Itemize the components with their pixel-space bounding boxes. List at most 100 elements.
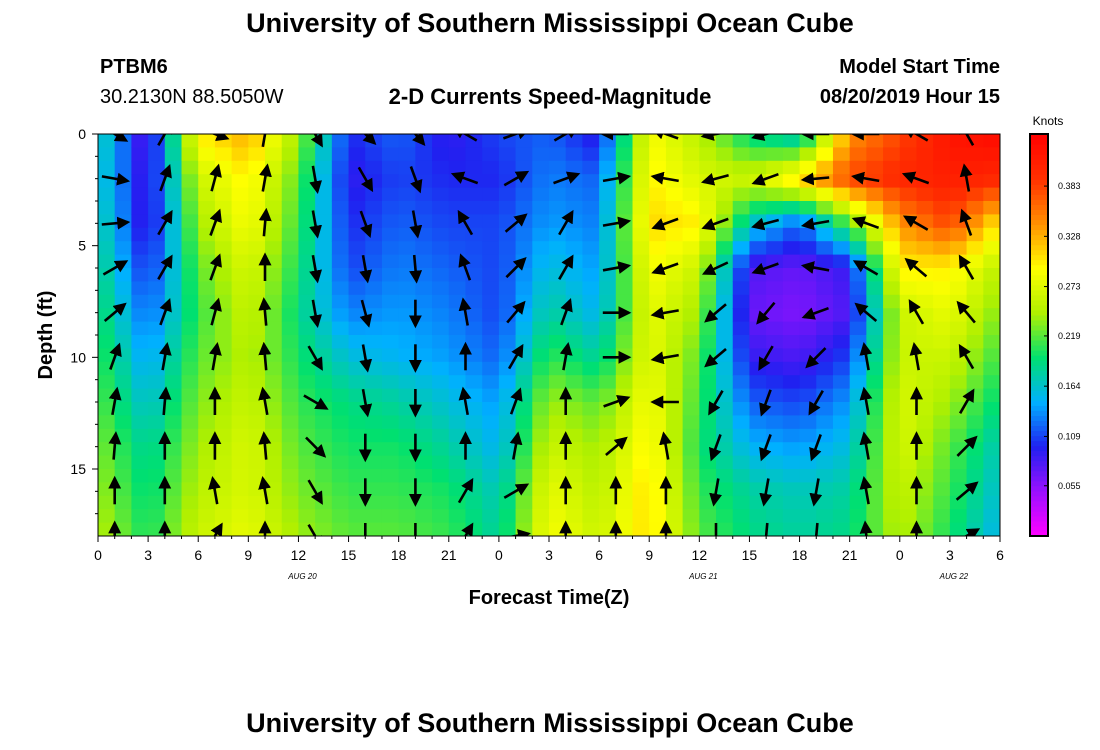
heatmap-cell (415, 348, 433, 363)
heatmap-cell (883, 268, 901, 282)
current-vector (1008, 258, 1025, 278)
heatmap-cell (766, 482, 784, 497)
heatmap-cell (398, 348, 416, 363)
heatmap-cell (549, 415, 567, 430)
heatmap-cell (148, 308, 166, 323)
heatmap-cell (515, 402, 533, 416)
heatmap-cell (248, 348, 266, 363)
heatmap-cell (983, 214, 1000, 229)
heatmap-cell (832, 509, 851, 524)
heatmap-cell (365, 241, 383, 256)
heatmap-cell (381, 509, 400, 524)
colorbar-segment (1030, 515, 1048, 522)
heatmap-cell (866, 160, 884, 175)
heatmap-cell (899, 348, 918, 363)
heatmap-cell (933, 428, 951, 443)
heatmap-cell (432, 227, 450, 242)
heatmap-cell (381, 522, 400, 536)
heatmap-cell (181, 428, 199, 443)
heatmap-cell (565, 147, 583, 162)
heatmap-cell (582, 321, 600, 336)
heatmap-cell (131, 469, 149, 483)
heatmap-cell (281, 361, 300, 376)
heatmap-cell (749, 522, 767, 536)
heatmap-cell (916, 294, 934, 309)
heatmap-cell (265, 268, 283, 282)
heatmap-cell (181, 442, 199, 457)
colorbar-unit-label: Knots (1033, 114, 1064, 128)
colorbar-segment (1030, 219, 1048, 226)
heatmap-cell (899, 469, 918, 483)
heatmap-cell (164, 201, 183, 215)
heatmap-cell (649, 268, 667, 282)
heatmap-cell (749, 281, 767, 296)
current-vector (901, 171, 930, 185)
heatmap-cell (198, 214, 216, 229)
heatmap-cell (498, 174, 517, 189)
colorbar-segment (1030, 304, 1048, 311)
heatmap-cell (331, 201, 350, 215)
heatmap-cell (148, 335, 166, 349)
colorbar-segment (1030, 435, 1048, 442)
current-vector (808, 390, 824, 416)
heatmap-cell (582, 469, 600, 483)
heatmap-cell (916, 254, 934, 269)
heatmap-cell (849, 388, 867, 403)
heatmap-cell (231, 509, 249, 524)
heatmap-cell (966, 268, 984, 282)
heatmap-cell (281, 495, 300, 510)
heatmap-cell (682, 254, 700, 269)
heatmap-cell (164, 455, 183, 470)
heatmap-cell (214, 348, 233, 363)
heatmap-cell (331, 388, 350, 403)
heatmap-cell (248, 428, 266, 443)
heatmap-cell (381, 268, 400, 282)
current-vector (102, 260, 129, 276)
colorbar-segment (1030, 269, 1048, 276)
current-vector (409, 210, 423, 239)
heatmap-cell (732, 509, 751, 524)
colorbar-segment (1030, 395, 1048, 401)
heatmap-cell (498, 308, 517, 323)
heatmap-cell (432, 147, 450, 162)
heatmap-cell (732, 482, 751, 497)
heatmap-cell (248, 174, 266, 189)
heatmap-cell (365, 402, 383, 416)
heatmap-cell (98, 268, 116, 282)
heatmap-cell (665, 241, 684, 256)
current-vector (158, 341, 172, 371)
heatmap-cell (298, 294, 316, 309)
heatmap-cell (381, 348, 400, 363)
heatmap-cell (114, 428, 132, 443)
heatmap-cell (933, 187, 951, 202)
heatmap-cell (832, 415, 851, 430)
heatmap-cell (749, 482, 767, 497)
heatmap-cell (949, 187, 968, 202)
heatmap-cell (716, 201, 734, 215)
heatmap-cell (432, 442, 450, 457)
heatmap-cell (381, 134, 400, 148)
heatmap-cell (131, 402, 149, 416)
heatmap-cell (782, 227, 801, 242)
heatmap-cell (682, 294, 700, 309)
heatmap-cell (231, 147, 249, 162)
heatmap-cell (599, 241, 617, 256)
heatmap-cell (465, 201, 483, 215)
current-vector (258, 431, 272, 460)
heatmap-cell (716, 134, 734, 148)
current-vector (508, 529, 531, 536)
heatmap-cell (348, 375, 366, 390)
heatmap-cell (782, 482, 801, 497)
heatmap-cell (365, 254, 383, 269)
heatmap-cell (716, 214, 734, 229)
heatmap-cell (866, 348, 884, 363)
current-vector (258, 297, 272, 326)
heatmap-cell (649, 348, 667, 363)
heatmap-cell (632, 187, 650, 202)
heatmap-cell (916, 482, 934, 497)
heatmap-cell (615, 174, 634, 189)
heatmap-cell (448, 455, 467, 470)
heatmap-cell (615, 241, 634, 256)
heatmap-cell (482, 308, 500, 323)
heatmap-cell (632, 361, 650, 376)
